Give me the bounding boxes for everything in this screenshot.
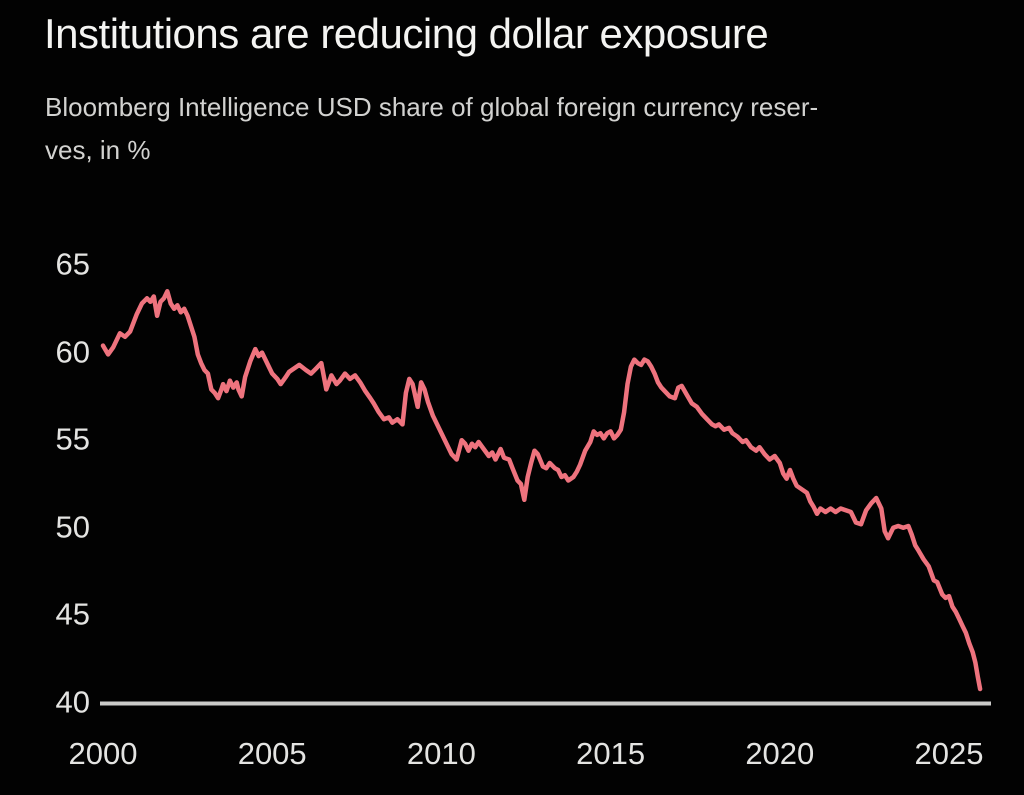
y-axis-tick-label: 50 [55, 509, 90, 545]
chart-title: Institutions are reducing dollar exposur… [44, 10, 769, 57]
y-axis-tick-label: 45 [55, 596, 90, 632]
y-axis-tick-label: 60 [55, 333, 90, 369]
x-axis-tick-label: 2005 [237, 736, 307, 771]
y-axis-tick-label: 55 [55, 421, 90, 457]
chart-subtitle: Bloomberg Intelligence USD share of glob… [45, 86, 975, 172]
chart-subtitle-line-1: Bloomberg Intelligence USD share of glob… [45, 92, 819, 122]
x-axis-tick-label: 2025 [914, 736, 984, 771]
x-axis-tick-label: 2010 [406, 736, 476, 771]
x-axis-tick-label: 2000 [68, 736, 138, 771]
y-axis-tick-label: 65 [55, 246, 90, 282]
chart-subtitle-line-2: ves, in % [45, 135, 151, 165]
usd-share-series-line [100, 289, 983, 692]
x-axis-tick-label: 2015 [576, 736, 646, 771]
x-axis-tick-label: 2020 [745, 736, 815, 771]
y-axis-tick-label: 40 [55, 684, 90, 720]
